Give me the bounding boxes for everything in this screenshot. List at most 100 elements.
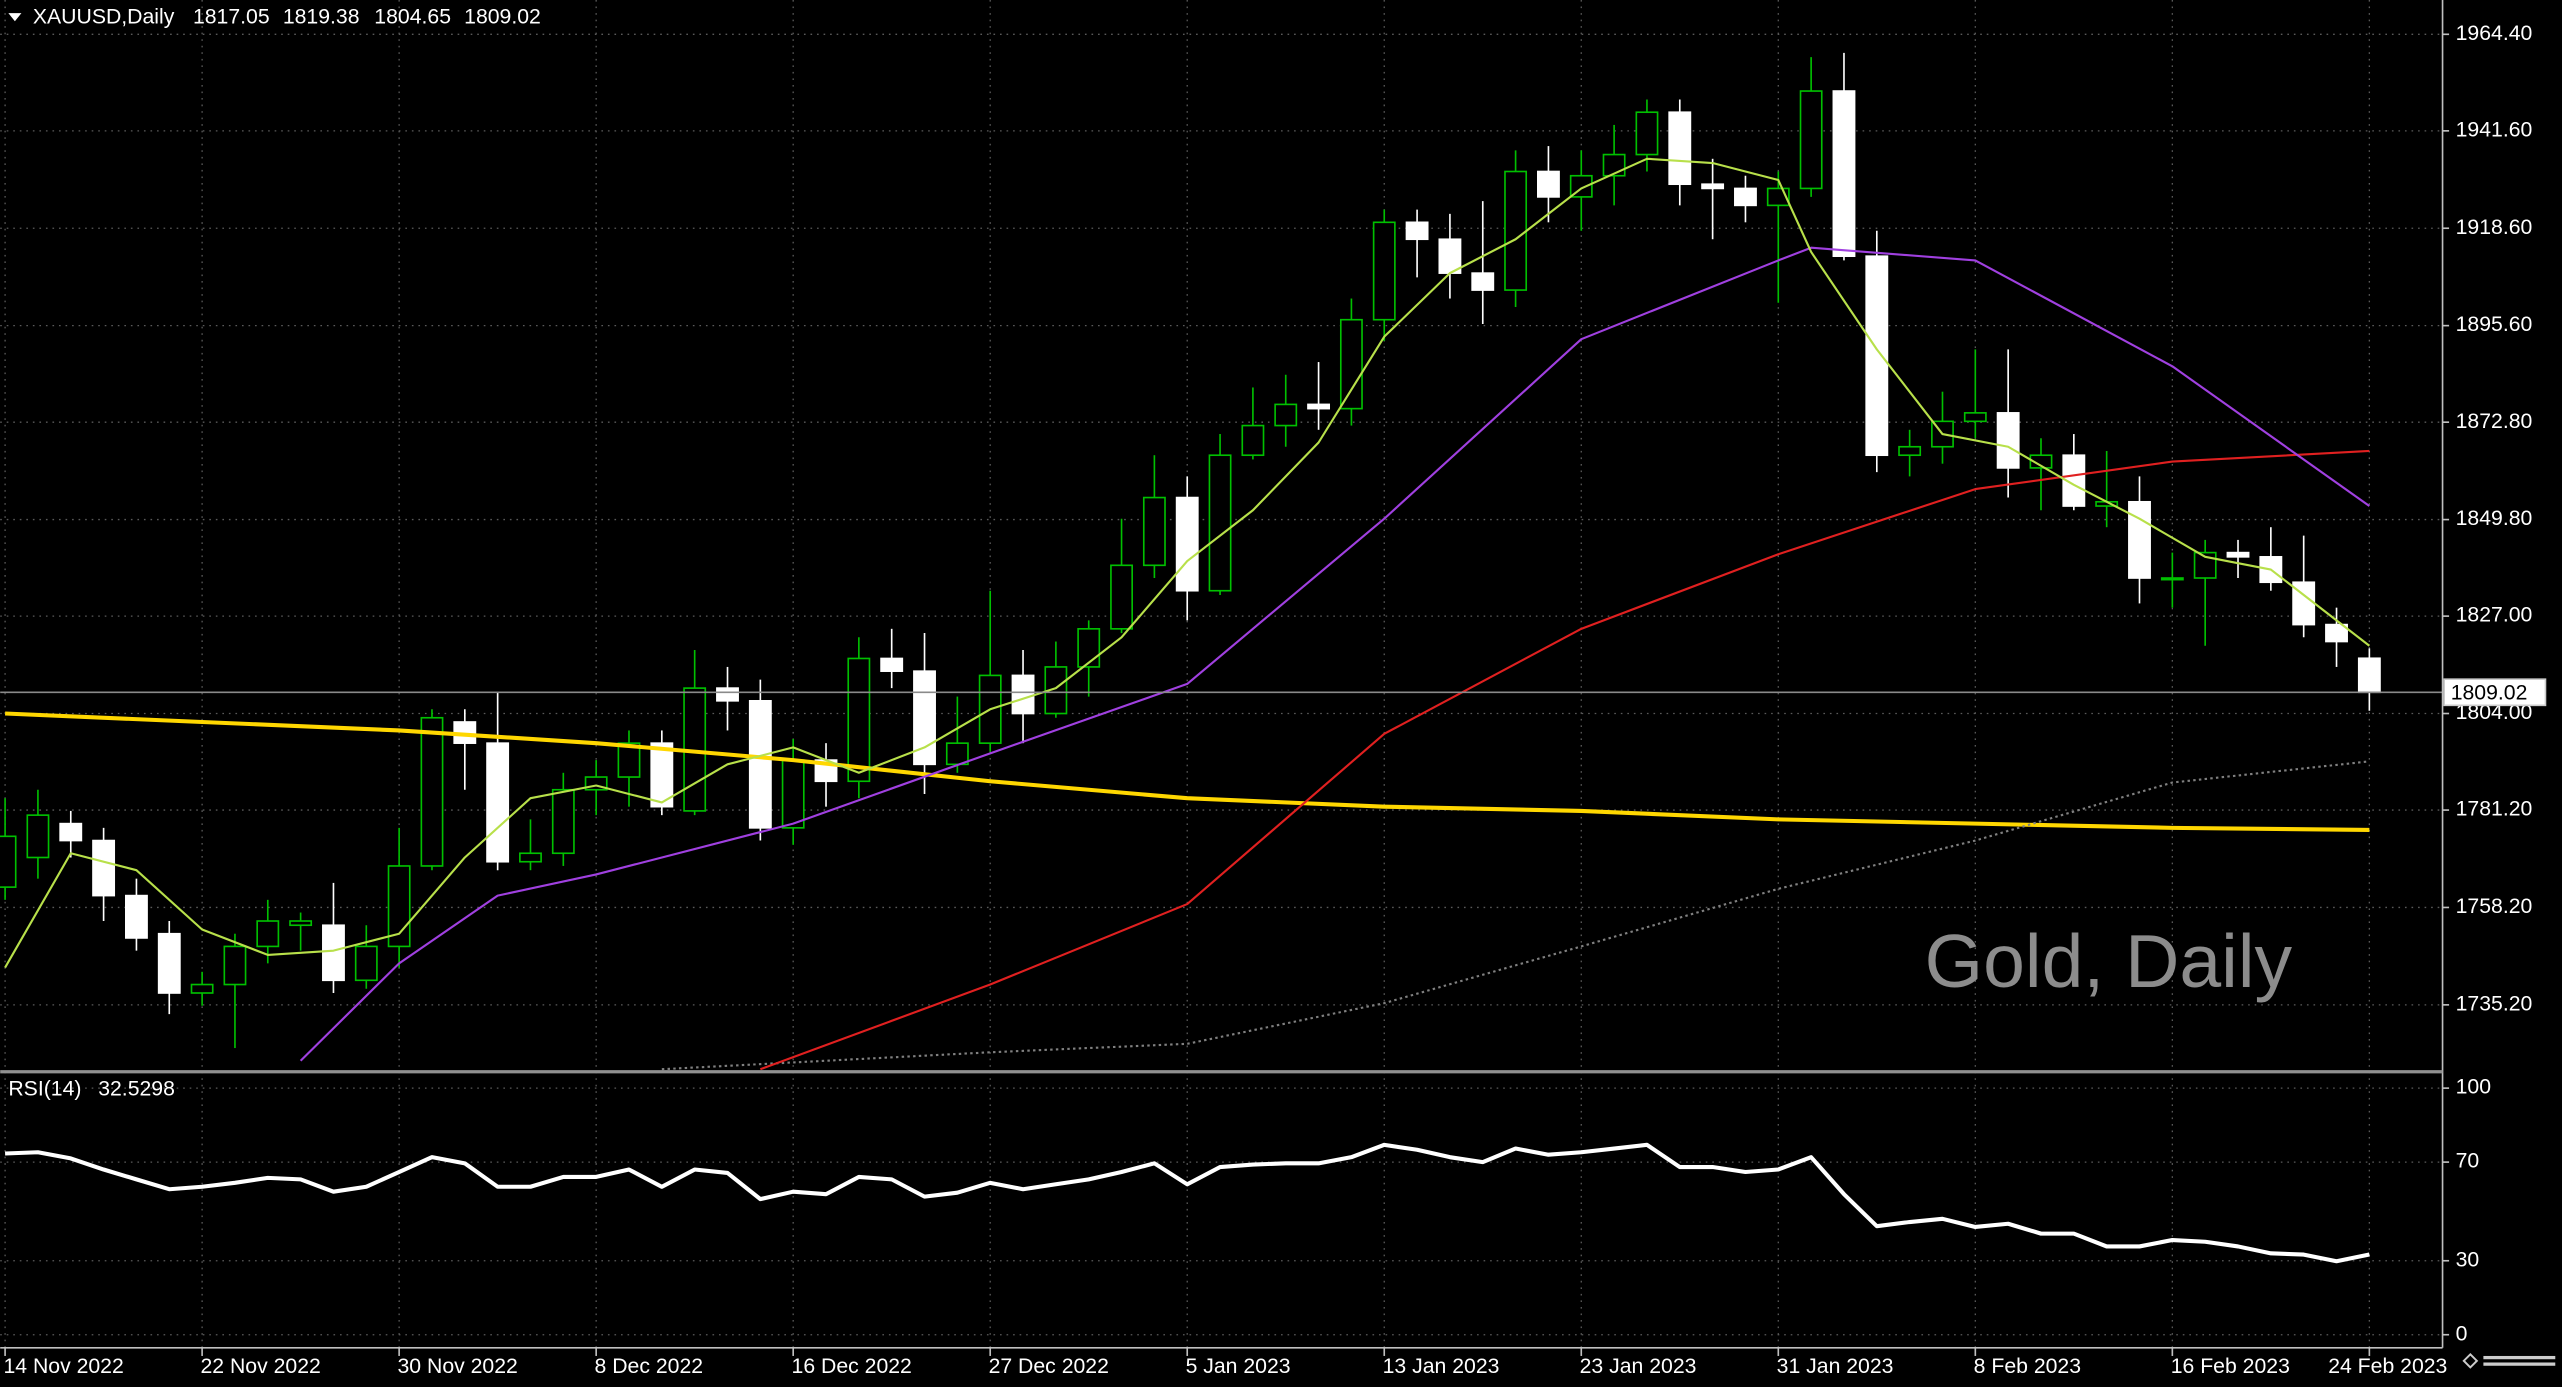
candle-body	[1504, 170, 1528, 291]
candle-body	[1963, 412, 1987, 423]
candle-body	[125, 894, 148, 939]
candle-body	[420, 716, 444, 867]
close-value: 1809.02	[464, 6, 541, 29]
x-tick-label: 31 Jan 2023	[1777, 1355, 1894, 1378]
x-tick-label: 22 Nov 2022	[200, 1355, 320, 1378]
x-tick-label: 23 Jan 2023	[1580, 1355, 1697, 1378]
y-tick-label: 1758.20	[2456, 895, 2533, 918]
candle-body	[1471, 272, 1495, 291]
moving-average-line	[661, 760, 2370, 1071]
candle-body	[945, 742, 969, 766]
candle-body	[1307, 403, 1331, 410]
candle-body	[781, 759, 805, 829]
candle-body	[1832, 90, 1856, 258]
candle-body	[1438, 238, 1462, 274]
candle-body	[486, 742, 510, 863]
y-tick-label: 30	[2456, 1248, 2480, 1271]
high-value: 1819.38	[283, 6, 360, 29]
candle-body	[1044, 666, 1068, 715]
candle-body	[1701, 183, 1725, 190]
watermark: Gold, Daily	[1925, 919, 2293, 1003]
y-tick-label: 1872.80	[2456, 410, 2533, 433]
candle-body	[551, 788, 575, 855]
x-tick-label: 8 Feb 2023	[1974, 1355, 2081, 1378]
moving-average-line	[299, 246, 2370, 1062]
candle-body	[59, 822, 83, 842]
chart-title: XAUUSD,Daily	[33, 6, 175, 29]
candle-body	[2128, 500, 2151, 579]
candle-body	[256, 920, 280, 948]
candle-body	[2226, 551, 2250, 558]
y-tick-label: 1941.60	[2456, 118, 2533, 141]
y-tick-label: 1735.20	[2456, 992, 2533, 1015]
candle-body	[1208, 454, 1232, 592]
candle-body	[847, 657, 871, 783]
y-tick-label: 0	[2456, 1322, 2468, 1345]
x-tick-label: 14 Nov 2022	[3, 1355, 123, 1378]
candle-body	[2160, 577, 2184, 581]
y-tick-label: 1964.40	[2456, 22, 2533, 45]
x-tick-label: 13 Jan 2023	[1383, 1355, 1500, 1378]
candle-body	[1536, 170, 1560, 198]
candle-body	[1110, 564, 1133, 630]
candle-body	[913, 670, 936, 766]
x-tick-label: 24 Feb 2023	[2328, 1355, 2447, 1378]
candle-body	[190, 983, 214, 994]
y-tick-label: 1849.80	[2456, 507, 2533, 530]
x-tick-label: 8 Dec 2022	[595, 1355, 704, 1378]
brand-logo	[2462, 1352, 2556, 1369]
y-tick-label: 1895.60	[2456, 313, 2533, 336]
candle-body	[92, 839, 116, 897]
moving-average-line	[759, 449, 2370, 1071]
moving-average-line	[5, 711, 2370, 833]
collapse-icon[interactable]	[8, 13, 22, 22]
candle-body	[1142, 496, 1166, 567]
candle-body	[1241, 424, 1265, 457]
x-tick-label: 5 Jan 2023	[1186, 1355, 1291, 1378]
candle-body	[1734, 187, 1757, 207]
rsi-title: RSI(14)	[8, 1077, 81, 1100]
current-price-box	[2443, 678, 2547, 707]
x-tick-label: 16 Feb 2023	[2171, 1355, 2290, 1378]
candle-body	[322, 924, 345, 982]
candle-body	[748, 699, 772, 829]
candle-body	[2029, 454, 2053, 469]
candle-body	[1339, 318, 1363, 410]
y-tick-label: 100	[2456, 1076, 2491, 1099]
candle-body	[2325, 623, 2348, 643]
candle-body	[1799, 90, 1823, 190]
candle-body	[2357, 657, 2381, 694]
candle-body	[1996, 412, 2020, 469]
candle-body	[880, 657, 904, 672]
x-tick-label: 30 Nov 2022	[398, 1355, 518, 1378]
x-tick-label: 27 Dec 2022	[989, 1355, 1109, 1378]
candle-body	[223, 945, 247, 986]
rsi-value: 32.5298	[98, 1077, 175, 1100]
candle-body	[2062, 454, 2086, 507]
y-tick-label: 1918.60	[2456, 216, 2533, 239]
candle-body	[1898, 445, 1922, 457]
candle-body	[617, 742, 641, 778]
candle-body	[289, 920, 313, 927]
y-tick-label: 1781.20	[2456, 798, 2533, 821]
y-tick-label: 1827.00	[2456, 604, 2533, 627]
x-tick-label: 16 Dec 2022	[792, 1355, 912, 1378]
candle-body	[716, 687, 739, 702]
candle-body	[1175, 496, 1199, 592]
y-tick-label: 1804.00	[2456, 701, 2533, 724]
candle-body	[157, 932, 181, 994]
open-value: 1817.05	[193, 6, 270, 29]
candle-body	[1372, 221, 1396, 321]
candle-body	[1274, 403, 1298, 427]
candle-body	[0, 835, 17, 888]
candle-body	[650, 742, 674, 808]
rsi-line	[5, 1142, 2370, 1264]
candle-body	[1635, 111, 1659, 156]
candle-body	[1011, 674, 1035, 715]
candle-body	[1865, 255, 1889, 457]
candle-body	[1077, 628, 1101, 668]
current-price-label: 1809.02	[2451, 682, 2528, 705]
